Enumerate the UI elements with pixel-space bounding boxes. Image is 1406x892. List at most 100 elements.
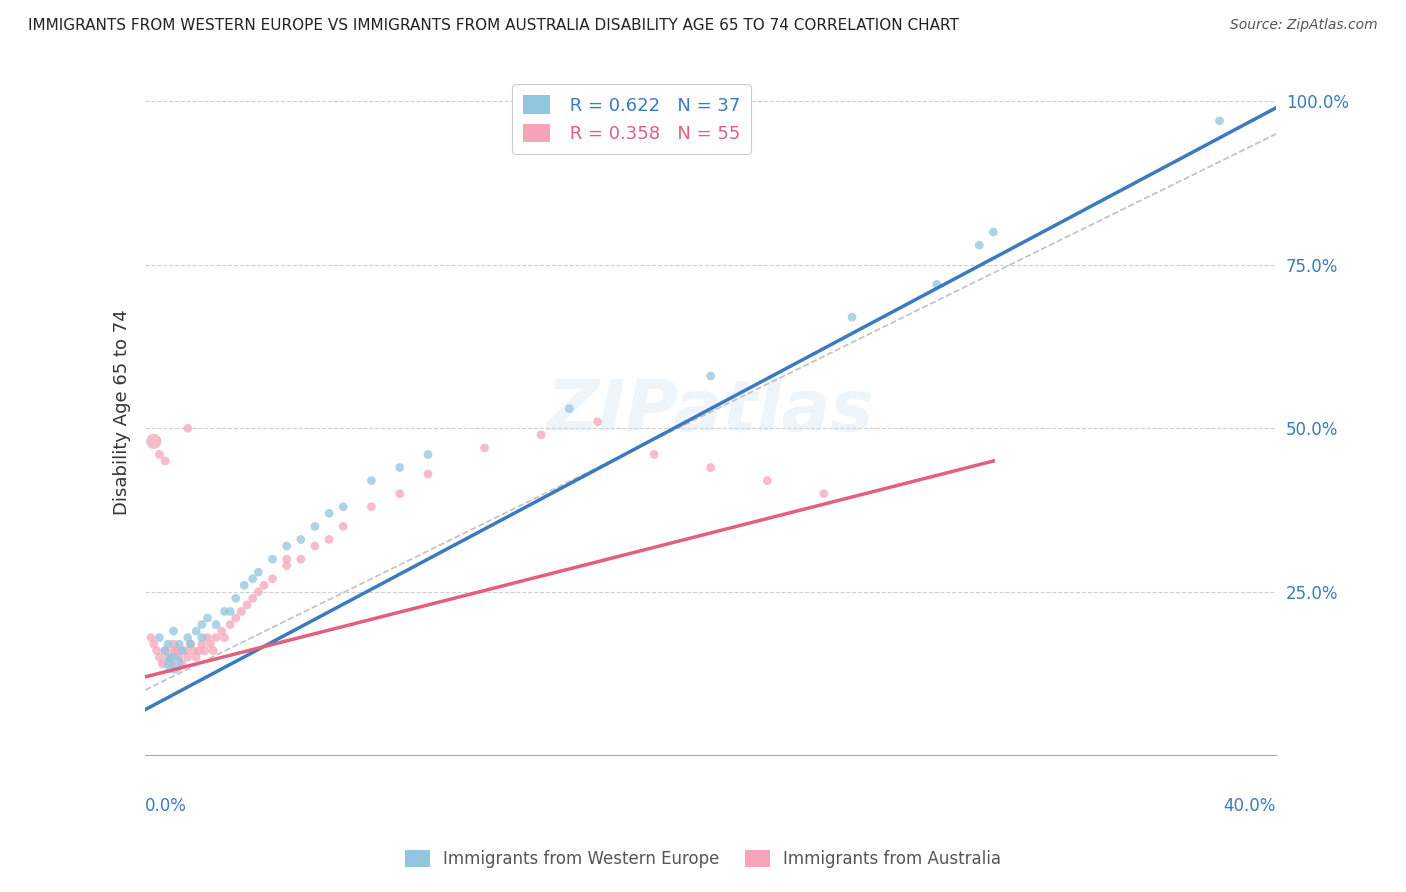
Point xyxy=(159,650,181,665)
Point xyxy=(153,643,176,657)
Point xyxy=(170,657,193,671)
Point xyxy=(191,617,214,632)
Point xyxy=(967,238,990,252)
Point xyxy=(167,650,190,665)
Point xyxy=(211,624,233,638)
Point xyxy=(148,447,170,461)
Point xyxy=(142,637,165,651)
Legend: Immigrants from Western Europe, Immigrants from Australia: Immigrants from Western Europe, Immigran… xyxy=(398,843,1008,875)
Point xyxy=(242,591,264,606)
Point xyxy=(156,650,179,665)
Point xyxy=(162,643,184,657)
Point xyxy=(205,631,228,645)
Point xyxy=(214,604,236,618)
Point xyxy=(247,565,270,579)
Point xyxy=(841,310,863,324)
Point xyxy=(159,657,181,671)
Point xyxy=(162,657,184,671)
Legend:  R = 0.622   N = 37,  R = 0.358   N = 55: R = 0.622 N = 37, R = 0.358 N = 55 xyxy=(512,85,751,153)
Point xyxy=(180,637,202,651)
Point xyxy=(177,421,200,435)
Point xyxy=(416,467,439,481)
Point xyxy=(318,506,340,520)
Point xyxy=(247,584,270,599)
Point xyxy=(191,637,214,651)
Text: IMMIGRANTS FROM WESTERN EUROPE VS IMMIGRANTS FROM AUSTRALIA DISABILITY AGE 65 TO: IMMIGRANTS FROM WESTERN EUROPE VS IMMIGR… xyxy=(28,18,959,33)
Point xyxy=(586,415,609,429)
Point xyxy=(205,617,228,632)
Point xyxy=(167,637,190,651)
Point xyxy=(332,519,354,533)
Text: ZIPatlas: ZIPatlas xyxy=(547,377,875,446)
Point xyxy=(360,474,382,488)
Point xyxy=(530,427,553,442)
Point xyxy=(558,401,581,416)
Point xyxy=(139,631,162,645)
Point xyxy=(699,368,721,383)
Point xyxy=(233,578,256,592)
Point xyxy=(197,611,219,625)
Point xyxy=(177,631,200,645)
Point xyxy=(290,552,312,566)
Point xyxy=(153,454,176,468)
Point xyxy=(304,539,326,553)
Point xyxy=(165,643,187,657)
Point xyxy=(186,650,208,665)
Point xyxy=(225,591,247,606)
Point xyxy=(276,552,298,566)
Point xyxy=(197,631,219,645)
Text: 40.0%: 40.0% xyxy=(1223,797,1277,814)
Y-axis label: Disability Age 65 to 74: Disability Age 65 to 74 xyxy=(114,309,131,515)
Point xyxy=(253,578,276,592)
Point xyxy=(162,637,184,651)
Point xyxy=(242,572,264,586)
Point xyxy=(925,277,948,292)
Point xyxy=(194,643,217,657)
Text: Source: ZipAtlas.com: Source: ZipAtlas.com xyxy=(1230,18,1378,32)
Point xyxy=(388,486,411,500)
Point xyxy=(150,657,173,671)
Point xyxy=(156,637,179,651)
Point xyxy=(699,460,721,475)
Point xyxy=(177,650,200,665)
Point xyxy=(756,474,779,488)
Point xyxy=(332,500,354,514)
Point xyxy=(304,519,326,533)
Point xyxy=(200,637,222,651)
Point xyxy=(170,643,193,657)
Point xyxy=(276,558,298,573)
Point xyxy=(202,643,225,657)
Point xyxy=(145,643,167,657)
Point xyxy=(360,500,382,514)
Point xyxy=(318,533,340,547)
Point xyxy=(173,643,195,657)
Point xyxy=(225,611,247,625)
Point xyxy=(214,631,236,645)
Point xyxy=(153,643,176,657)
Point xyxy=(148,650,170,665)
Point xyxy=(142,434,165,449)
Point xyxy=(236,598,259,612)
Point xyxy=(1208,113,1230,128)
Point xyxy=(219,617,242,632)
Point xyxy=(180,637,202,651)
Point xyxy=(162,624,184,638)
Point xyxy=(983,225,1005,239)
Point xyxy=(191,631,214,645)
Point xyxy=(219,604,242,618)
Point xyxy=(813,486,835,500)
Point xyxy=(188,643,211,657)
Point xyxy=(474,441,496,455)
Point xyxy=(262,552,284,566)
Point xyxy=(388,460,411,475)
Point xyxy=(148,631,170,645)
Point xyxy=(290,533,312,547)
Point xyxy=(262,572,284,586)
Text: 0.0%: 0.0% xyxy=(145,797,187,814)
Point xyxy=(276,539,298,553)
Point xyxy=(186,624,208,638)
Point xyxy=(231,604,253,618)
Point xyxy=(183,643,205,657)
Point xyxy=(643,447,665,461)
Point xyxy=(416,447,439,461)
